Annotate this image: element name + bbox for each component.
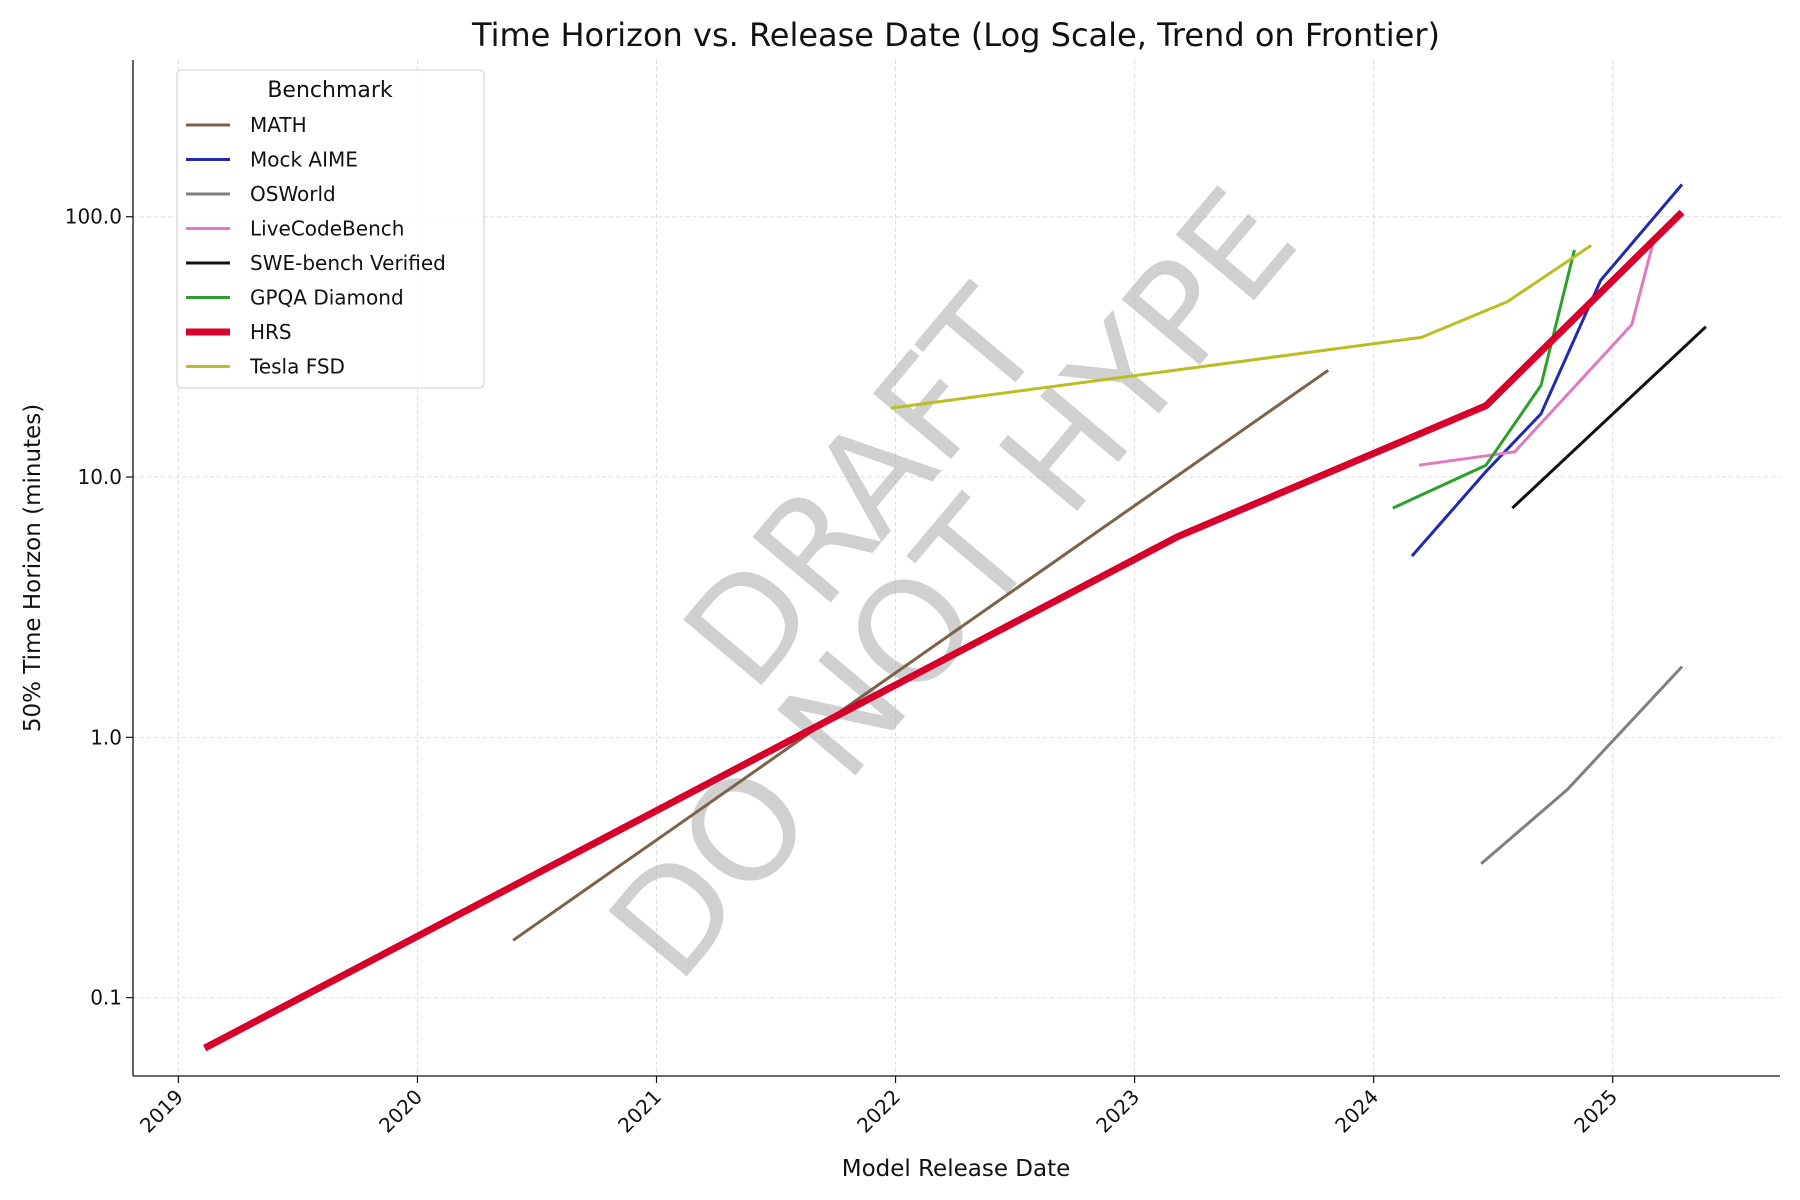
legend-label: MATH <box>250 113 307 137</box>
legend-label: Mock AIME <box>250 148 358 172</box>
series-line <box>1511 325 1707 510</box>
y-axis-label: 50% Time Horizon (minutes) <box>20 404 46 732</box>
legend-label: GPQA Diamond <box>250 286 404 310</box>
series-line <box>512 369 1330 942</box>
legend-label: Tesla FSD <box>249 355 345 379</box>
legend-label: HRS <box>250 320 292 344</box>
x-axis-label: Model Release Date <box>842 1156 1071 1182</box>
y-tick-label: 10.0 <box>77 465 122 489</box>
x-tick-label: 2019 <box>135 1085 188 1138</box>
series-line <box>1410 183 1684 558</box>
legend-label: SWE-bench Verified <box>250 251 446 275</box>
legend-title: Benchmark <box>267 78 393 103</box>
x-tick-label: 2023 <box>1091 1085 1144 1138</box>
x-tick-label: 2020 <box>374 1085 427 1138</box>
legend-label: LiveCodeBench <box>250 217 404 241</box>
x-tick-label: 2025 <box>1569 1085 1622 1138</box>
x-tick-label: 2024 <box>1330 1085 1383 1138</box>
x-tick-label: 2021 <box>613 1085 666 1138</box>
y-tick-label: 0.1 <box>90 986 122 1010</box>
series-line <box>1418 241 1655 467</box>
y-tick-label: 1.0 <box>90 725 122 749</box>
series-line <box>203 209 1685 1052</box>
legend-box <box>176 69 485 389</box>
chart-title: Time Horizon vs. Release Date (Log Scale… <box>471 16 1440 54</box>
x-tick-label: 2022 <box>852 1085 905 1138</box>
legend-label: OSWorld <box>250 182 336 206</box>
series-line <box>890 244 1593 410</box>
y-tick-label: 100.0 <box>65 205 122 229</box>
series-line <box>1480 665 1684 865</box>
series-line <box>1392 249 1576 510</box>
